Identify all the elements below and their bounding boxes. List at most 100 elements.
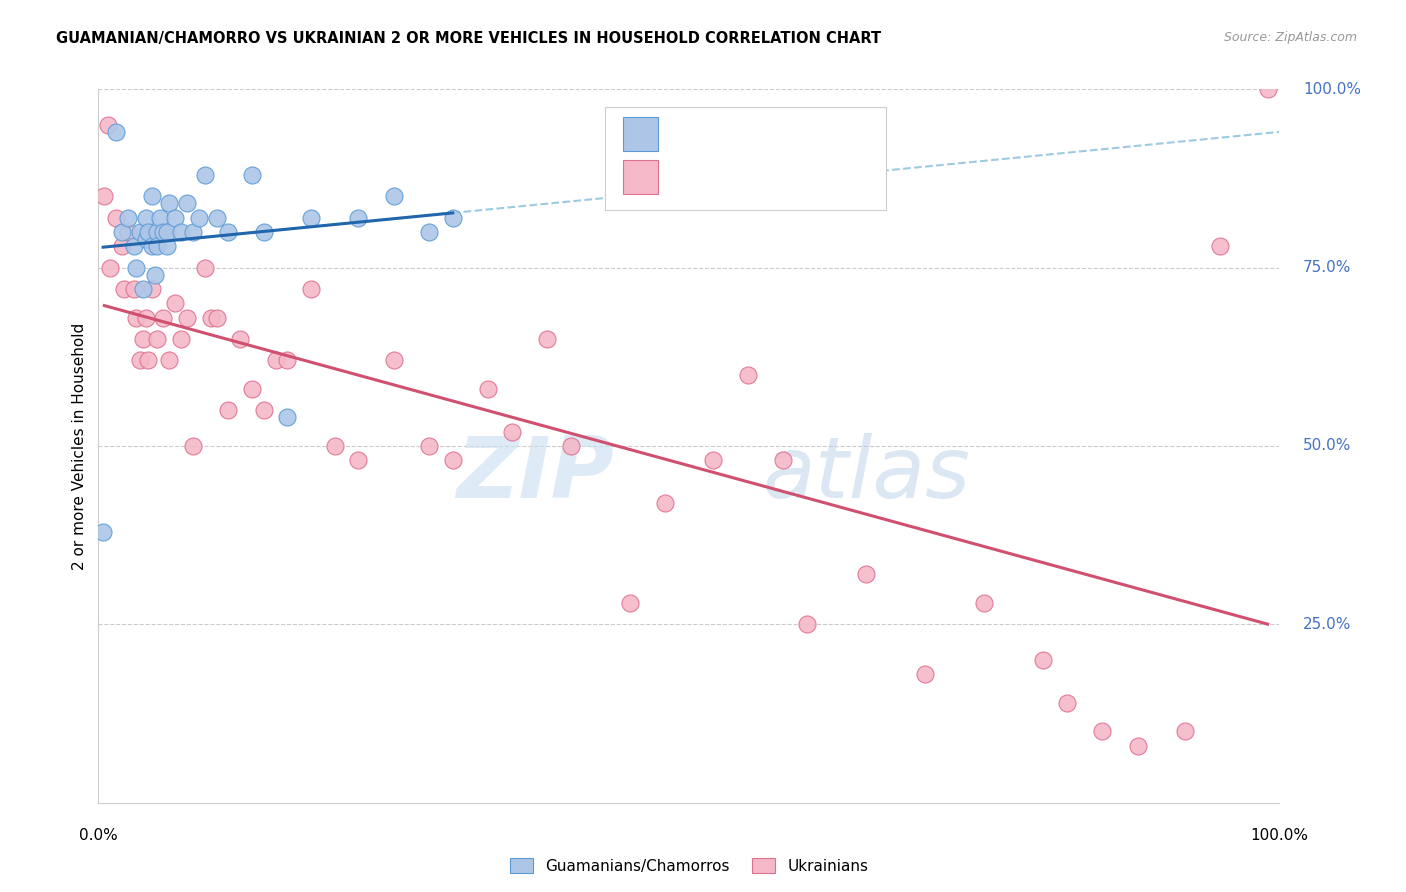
Point	[146, 239, 169, 253]
Y-axis label: 2 or more Vehicles in Household: 2 or more Vehicles in Household	[72, 322, 87, 570]
Point	[135, 232, 157, 246]
Point	[276, 353, 298, 368]
Point	[264, 353, 287, 368]
Point	[217, 225, 239, 239]
Point	[91, 524, 114, 539]
Point	[477, 382, 499, 396]
Point	[240, 168, 263, 182]
Text: atlas: atlas	[762, 433, 970, 516]
Text: ZIP: ZIP	[457, 433, 614, 516]
Point	[205, 310, 228, 325]
Point	[141, 282, 163, 296]
Point	[418, 439, 440, 453]
Point	[181, 225, 204, 239]
Point	[772, 453, 794, 467]
Text: 37: 37	[808, 125, 832, 143]
Point	[240, 382, 263, 396]
Point	[1174, 724, 1197, 739]
Point	[276, 410, 298, 425]
Point	[170, 332, 193, 346]
Point	[111, 225, 134, 239]
Point	[347, 453, 370, 467]
Point	[194, 260, 217, 275]
Point	[253, 225, 276, 239]
Point	[1126, 739, 1149, 753]
Point	[441, 453, 464, 467]
Point	[973, 596, 995, 610]
Point	[165, 211, 187, 225]
Text: R =: R =	[668, 125, 704, 143]
Point	[560, 439, 582, 453]
Text: 100.0%: 100.0%	[1250, 828, 1309, 843]
Text: 0.189: 0.189	[710, 125, 762, 143]
Text: 0.0%: 0.0%	[79, 828, 118, 843]
Point	[146, 332, 169, 346]
Text: 100.0%: 100.0%	[1303, 82, 1361, 96]
Point	[157, 353, 180, 368]
Text: 50.0%: 50.0%	[1303, 439, 1351, 453]
Point	[229, 332, 252, 346]
Point	[796, 617, 818, 632]
Point	[128, 225, 150, 239]
Point	[105, 211, 128, 225]
Point	[619, 596, 641, 610]
Point	[122, 239, 145, 253]
Text: N =: N =	[763, 125, 811, 143]
Point	[128, 353, 150, 368]
Point	[97, 118, 120, 132]
Point	[323, 439, 346, 453]
Legend: Guamanians/Chamorros, Ukrainians: Guamanians/Chamorros, Ukrainians	[509, 858, 869, 873]
Point	[146, 225, 169, 239]
Point	[737, 368, 759, 382]
Point	[200, 310, 222, 325]
Point	[112, 282, 135, 296]
Text: Source: ZipAtlas.com: Source: ZipAtlas.com	[1223, 31, 1357, 45]
Point	[176, 310, 198, 325]
Point	[156, 225, 179, 239]
Text: 0.074: 0.074	[710, 168, 762, 186]
Point	[125, 310, 148, 325]
Point	[136, 225, 159, 239]
Point	[149, 211, 172, 225]
Point	[382, 353, 405, 368]
Point	[217, 403, 239, 417]
Point	[170, 225, 193, 239]
Text: 56: 56	[808, 168, 831, 186]
Point	[176, 196, 198, 211]
Point	[125, 260, 148, 275]
Point	[1032, 653, 1054, 667]
Point	[855, 567, 877, 582]
Point	[132, 282, 155, 296]
Point	[156, 239, 179, 253]
Point	[187, 211, 209, 225]
Point	[98, 260, 121, 275]
Point	[382, 189, 405, 203]
Text: N =: N =	[763, 168, 811, 186]
Point	[347, 211, 370, 225]
Point	[299, 282, 322, 296]
Point	[1091, 724, 1114, 739]
Point	[165, 296, 187, 310]
Point	[181, 439, 204, 453]
Point	[253, 403, 276, 417]
Point	[914, 667, 936, 681]
Point	[1209, 239, 1232, 253]
Point	[536, 332, 558, 346]
Point	[157, 196, 180, 211]
Text: R =: R =	[668, 168, 704, 186]
Point	[1257, 82, 1279, 96]
Text: 75.0%: 75.0%	[1303, 260, 1351, 275]
Text: 25.0%: 25.0%	[1303, 617, 1351, 632]
Point	[135, 310, 157, 325]
Point	[117, 211, 139, 225]
Point	[194, 168, 217, 182]
Point	[141, 189, 163, 203]
Point	[132, 332, 155, 346]
Point	[93, 189, 115, 203]
Point	[117, 225, 139, 239]
Point	[441, 211, 464, 225]
Point	[418, 225, 440, 239]
Point	[702, 453, 724, 467]
Point	[152, 310, 174, 325]
Point	[299, 211, 322, 225]
